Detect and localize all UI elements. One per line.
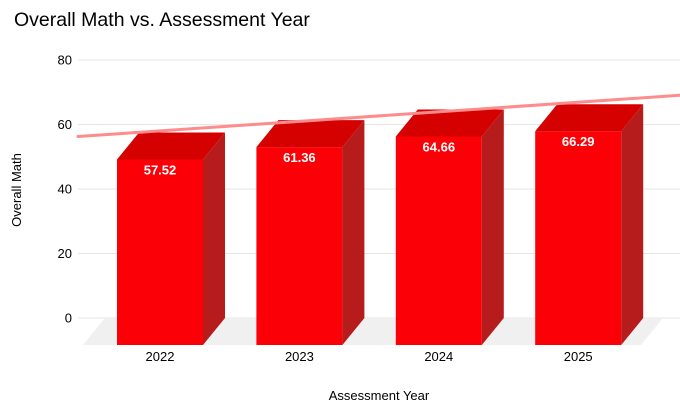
bar-front-face [535, 131, 622, 345]
bar-2023[interactable] [256, 120, 365, 345]
bar-top-face [535, 104, 644, 132]
bar-front-face [117, 159, 203, 345]
bar-value-label: 66.29 [562, 134, 595, 149]
bar-2024[interactable] [395, 109, 504, 345]
bar-value-label: 64.66 [423, 139, 456, 154]
trendline-layer [76, 93, 680, 139]
bar-2025[interactable] [535, 104, 644, 345]
x-axis-category-label: 2024 [424, 349, 453, 364]
x-axis-category-label: 2022 [146, 349, 175, 364]
chart-floor [83, 318, 663, 345]
bar-value-label: 61.36 [283, 150, 316, 165]
y-axis-title: Overall Math [9, 153, 24, 227]
bar-top-face [395, 109, 504, 137]
labels-layer: 0 20 40 60 80 57.52 2022 61.36 2023 64.66 2024 66.2… [58, 53, 595, 365]
chart-floor-layer [83, 318, 663, 345]
bars-layer [117, 104, 644, 345]
bar-side-face [481, 109, 504, 345]
bar-value-label: 57.52 [144, 162, 177, 177]
y-axis-tick-label: 0 [65, 311, 72, 326]
trendline[interactable] [76, 93, 680, 139]
bar-front-face [395, 136, 482, 345]
chart-title: Overall Math vs. Assessment Year [14, 9, 310, 31]
y-axis-tick-label: 20 [58, 246, 72, 261]
bar-top-face [117, 132, 225, 160]
bar-side-face [203, 132, 225, 345]
bar-2022[interactable] [117, 132, 225, 345]
bar-side-face [621, 104, 644, 345]
bar-top-face [256, 120, 365, 148]
y-axis-tick-label: 40 [58, 182, 72, 197]
y-axis-tick-label: 80 [58, 53, 72, 68]
x-axis-title: Assessment Year [329, 388, 430, 403]
x-axis-category-label: 2025 [564, 349, 593, 364]
bar-front-face [256, 147, 343, 345]
bar-side-face [342, 120, 365, 345]
x-axis-category-label: 2023 [285, 349, 314, 364]
y-axis-tick-label: 60 [58, 117, 72, 132]
